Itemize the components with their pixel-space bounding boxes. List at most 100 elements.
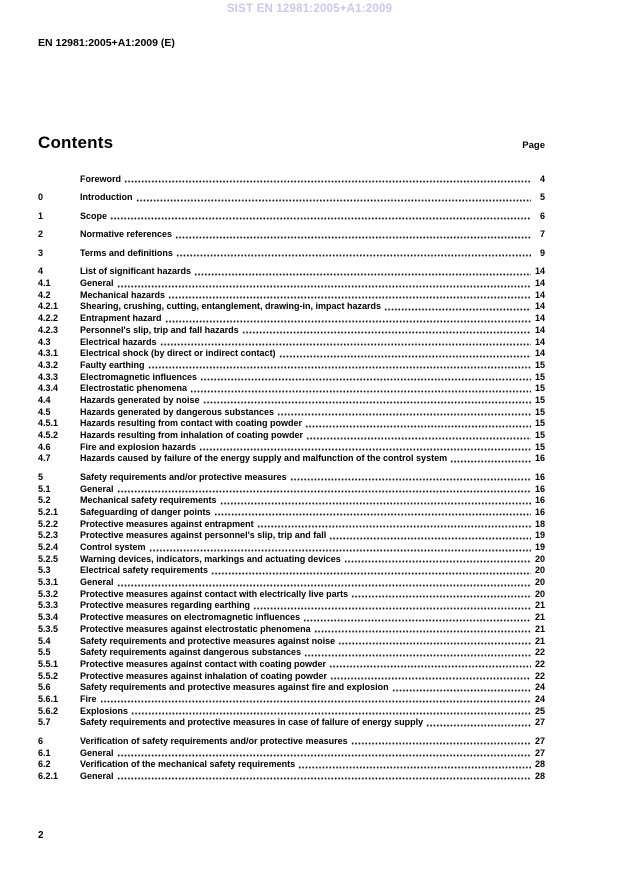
toc-entry-title: Normative references: [80, 229, 173, 240]
toc-entry-number: 5: [38, 471, 44, 482]
contents-header: Contents Page: [38, 133, 545, 153]
toc-leader-dots: [329, 658, 531, 671]
toc-leader-dots: [253, 600, 531, 613]
toc-entry-page: 22: [534, 658, 545, 669]
toc-leader-dots: [116, 770, 531, 783]
toc-entry: 3 Terms and definitions 9: [38, 247, 545, 260]
toc-leader-dots: [116, 278, 531, 290]
toc-entry-page: 27: [534, 747, 545, 758]
toc-entry-number: 5.3.4: [38, 612, 59, 623]
toc-entry: 5.5 Safety requirements against dangerou…: [38, 647, 545, 659]
toc-leader-dots: [384, 301, 531, 314]
toc-entry: 5.2.1 Safeguarding of danger points 16: [38, 506, 545, 519]
toc-entry-title: Warning devices, indicators, markings an…: [80, 553, 341, 564]
toc-leader-dots: [147, 359, 531, 372]
toc-entry-number: 5.2.1: [38, 506, 59, 517]
toc-leader-dots: [190, 383, 531, 395]
toc-entry-title: Entrapment hazard: [80, 313, 162, 324]
toc-entry-page: 20: [534, 565, 545, 576]
toc-leader-dots: [426, 717, 531, 730]
toc-entry-page: 15: [534, 371, 545, 382]
toc-leader-dots: [241, 324, 531, 337]
toc-entry: 5.2.2 Protective measures against entrap…: [38, 518, 545, 531]
document-reference: EN 12981:2005+A1:2009 (E): [38, 37, 175, 49]
toc-entry-number: 5.3.1: [38, 577, 59, 588]
toc-entry: 6.2 Verification of the mechanical safet…: [38, 759, 545, 771]
toc-entry-title: Protective measures regarding earthing: [80, 600, 251, 611]
toc-entry-title: Protective measures against personnel's …: [80, 530, 327, 541]
toc-entry-title: List of significant hazards: [80, 266, 192, 277]
toc-leader-dots: [110, 210, 531, 223]
toc-entry-page: 21: [534, 612, 545, 623]
toc-entry-number: 5.3.5: [38, 623, 59, 634]
toc-entry: 6.1 General 27: [38, 747, 545, 760]
toc-entry-title: Safeguarding of danger points: [80, 506, 211, 517]
toc-entry: 4.2.1 Shearing, crushing, cutting, entan…: [38, 301, 545, 314]
toc-entry-title: Terms and definitions: [80, 247, 173, 258]
toc-leader-dots: [305, 418, 531, 431]
toc-entry-number: 4.6: [38, 441, 51, 452]
toc-entry-page: 22: [534, 670, 545, 681]
toc-entry-title: Explosions: [80, 705, 129, 716]
toc-entry-title: Safety requirements and protective measu…: [80, 682, 389, 693]
toc-entry-number: 4.3: [38, 336, 51, 347]
toc-entry: 5 Safety requirements and/or protective …: [38, 471, 545, 484]
toc-entry-page: 16: [534, 495, 545, 506]
toc-entry-number: 5.2.4: [38, 542, 59, 553]
toc-entry-number: 4.5.1: [38, 418, 59, 429]
toc-entry: 5.2.3 Protective measures against person…: [38, 530, 545, 543]
toc-entry-page: 15: [534, 441, 545, 452]
toc-entry: 4 List of significant hazards 14: [38, 266, 545, 279]
toc-leader-dots: [213, 506, 531, 519]
toc-entry: 4.3.4 Electrostatic phenomena 15: [38, 383, 545, 395]
toc-entry-page: 14: [534, 278, 545, 289]
toc-entry-number: 3: [38, 247, 44, 258]
toc-entry-title: Electrostatic phenomena: [80, 383, 188, 394]
toc-entry-title: Foreword: [80, 174, 122, 184]
toc-leader-dots: [211, 565, 531, 578]
toc-entry-title: Electromagnetic influences: [80, 371, 198, 382]
toc-leader-dots: [202, 394, 531, 407]
toc-entry-number: 5.3: [38, 565, 51, 576]
toc-leader-dots: [277, 406, 531, 419]
toc-entry-title: Verification of safety requirements and/…: [80, 735, 348, 746]
toc-entry-title: Verification of the mechanical safety re…: [80, 759, 296, 770]
toc-entry-number: 5.5.1: [38, 658, 59, 669]
toc-entry-number: 4.1: [38, 278, 51, 289]
toc-entry: 4.2 Mechanical hazards 14: [38, 289, 545, 302]
toc-leader-dots: [256, 518, 531, 531]
toc-entry-number: 5.6.1: [38, 693, 59, 704]
toc-leader-dots: [450, 453, 531, 466]
toc-entry-page: 20: [534, 577, 545, 588]
toc-entry-page: 16: [534, 506, 545, 517]
toc-entry-title: Personnel's slip, trip and fall hazards: [80, 324, 239, 335]
toc-entry-page: 14: [534, 289, 545, 300]
toc-entry-number: 5.6.2: [38, 705, 59, 716]
toc-entry-page: 27: [534, 717, 545, 728]
toc-leader-dots: [194, 266, 531, 279]
toc-entry-title: Fire and explosion hazards: [80, 441, 197, 452]
toc-entry-number: 4.5.2: [38, 430, 59, 441]
toc-entry: 4.7 Hazards caused by failure of the ene…: [38, 453, 545, 466]
toc-entry-number: 4.2.2: [38, 313, 59, 324]
toc-entry-title: Mechanical hazards: [80, 289, 166, 300]
toc-entry-number: 5.2.3: [38, 530, 59, 541]
toc-leader-dots: [304, 647, 531, 659]
toc-entry-number: 0: [38, 192, 44, 203]
toc-entry-page: 16: [534, 453, 545, 464]
toc-entry-page: 28: [534, 759, 545, 770]
toc-entry: 6.2.1 General 28: [38, 770, 545, 783]
toc-entry-page: 21: [534, 623, 545, 634]
toc-entry-title: Electrical safety requirements: [80, 565, 209, 576]
toc-entry-number: 6: [38, 735, 44, 746]
toc-leader-dots: [330, 670, 531, 683]
toc-entry-page: 14: [534, 266, 545, 277]
toc-entry-title: Control system: [80, 542, 146, 553]
toc-leader-dots: [200, 371, 531, 384]
toc-entry: 4.4 Hazards generated by noise 15: [38, 394, 545, 407]
toc-entry: 5.6.2 Explosions 25: [38, 705, 545, 718]
toc-entry-page: 27: [534, 735, 545, 746]
toc-entry-page: 19: [534, 542, 545, 553]
toc-entry-page: 20: [534, 553, 545, 564]
toc-entry-number: 4.3.2: [38, 359, 59, 370]
